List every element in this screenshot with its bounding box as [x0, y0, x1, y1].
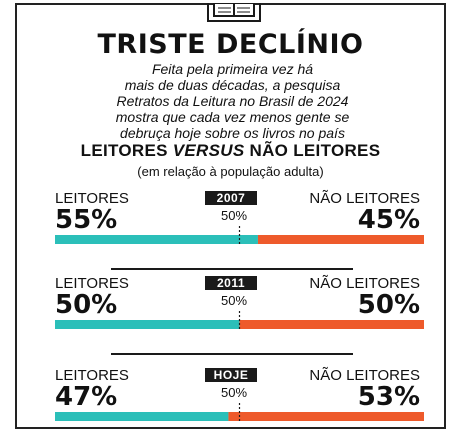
subtitle-line: Retratos da Leitura no Brasil de 2024 — [116, 93, 349, 109]
reference-line-label: 50% — [221, 293, 248, 308]
section-note: (em relação à população adulta) — [137, 164, 324, 179]
book-icon — [207, 3, 261, 22]
panel-separator — [111, 353, 353, 355]
bar-chart-svg — [55, 403, 424, 421]
category-label: HOJE — [205, 368, 257, 382]
bar-readers — [55, 412, 229, 421]
legend-readers: LEITORES — [55, 275, 129, 292]
legend-non-readers: NÃO LEITORES — [309, 275, 420, 292]
value-label-readers: 47% — [55, 382, 118, 412]
subtitle-line: Feita pela primeira vez há — [151, 61, 314, 77]
bar-chart-svg — [55, 311, 424, 329]
value-label-readers: 50% — [55, 290, 118, 320]
bar-readers — [55, 235, 258, 244]
bar-non-readers — [228, 412, 424, 421]
bar-non-readers — [257, 235, 424, 244]
chart-title: TRISTE DECLÍNIO — [97, 29, 364, 60]
reference-line-label: 50% — [221, 385, 248, 400]
bar-readers — [55, 320, 240, 329]
chart-subtitle: Feita pela primeira vez há mais de duas … — [57, 61, 408, 141]
category-label: 2007 — [205, 191, 257, 205]
subtitle-line: debruça hoje sobre os livros no país — [120, 125, 345, 141]
section-heading-non-readers: NÃO LEITORES — [249, 141, 381, 160]
subtitle-line: mais de duas décadas, a pesquisa — [124, 77, 341, 93]
legend-non-readers: NÃO LEITORES — [309, 190, 420, 207]
value-label-readers: 55% — [55, 205, 118, 235]
panel-2007: LEITORES NÃO LEITORES 55% 45% 2007 50% — [17, 190, 444, 260]
bar-non-readers — [239, 320, 424, 329]
section-heading-readers: LEITORES — [80, 141, 168, 160]
value-label-non-readers: 50% — [357, 290, 420, 320]
subtitle-line: mostra que cada vez menos gente se — [115, 109, 350, 125]
reference-line-label: 50% — [221, 208, 248, 223]
category-label: 2011 — [205, 276, 257, 290]
section-heading-versus: VERSUS — [172, 141, 245, 160]
panel-2011: LEITORES NÃO LEITORES 50% 50% 2011 50% — [17, 275, 444, 345]
section-heading: LEITORES VERSUS NÃO LEITORES — [17, 141, 444, 161]
bar-chart-svg — [55, 226, 424, 244]
legend-readers: LEITORES — [55, 190, 129, 207]
panel-separator — [111, 268, 353, 270]
legend-non-readers: NÃO LEITORES — [309, 367, 420, 384]
infographic-frame: TRISTE DECLÍNIO Feita pela primeira vez … — [15, 3, 446, 429]
legend-readers: LEITORES — [55, 367, 129, 384]
panel-hoje: LEITORES NÃO LEITORES 47% 53% HOJE 50% — [17, 367, 444, 437]
value-label-non-readers: 45% — [357, 205, 420, 235]
value-label-non-readers: 53% — [357, 382, 420, 412]
